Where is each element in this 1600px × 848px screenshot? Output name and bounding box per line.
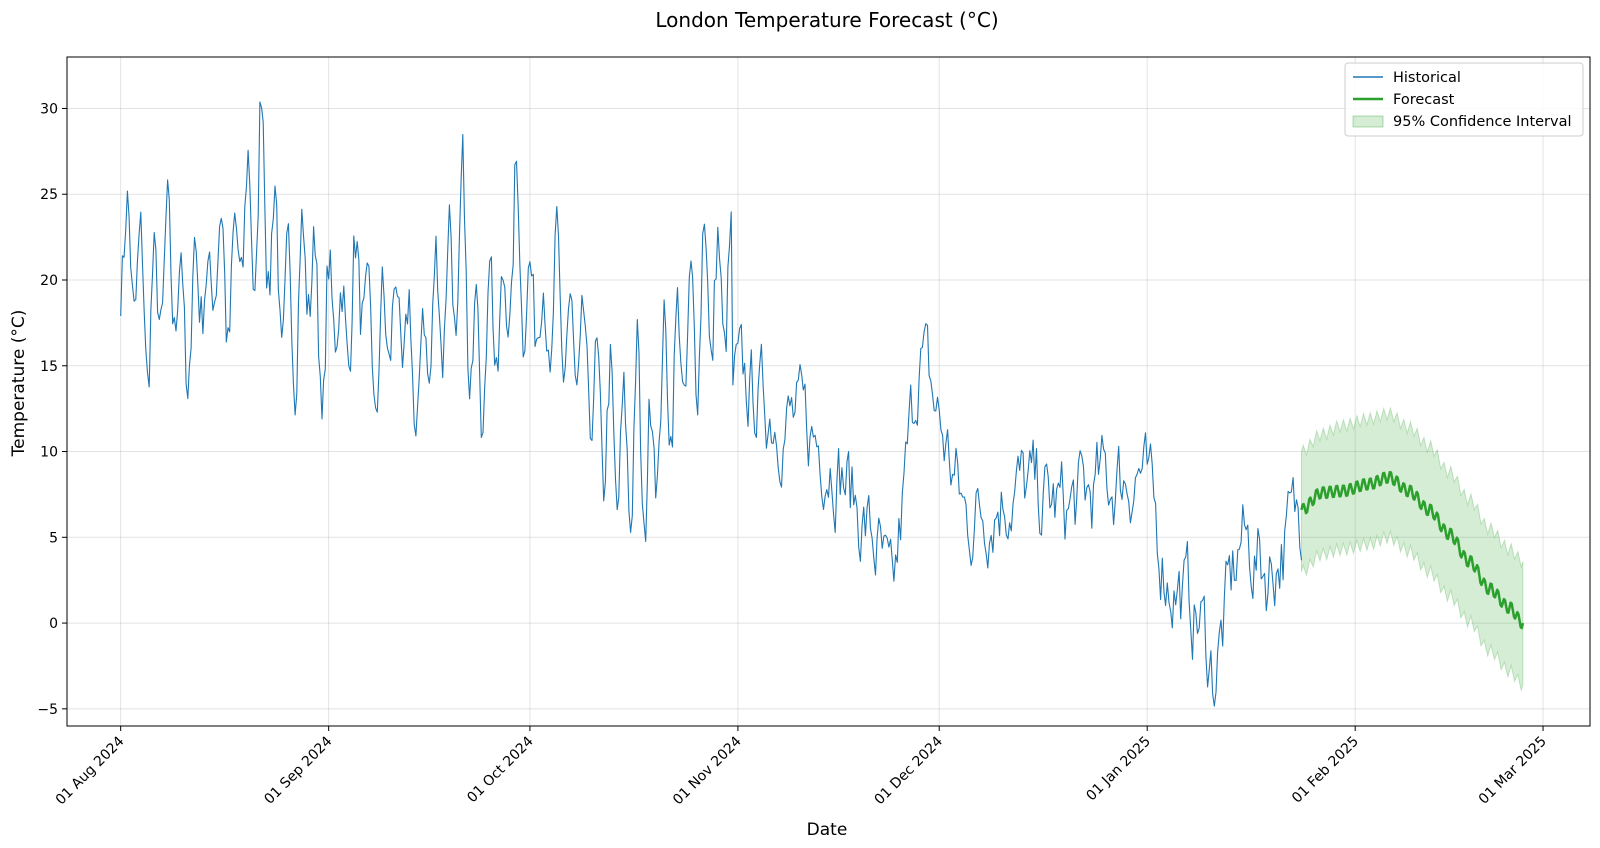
series-confidence-band — [1301, 406, 1524, 693]
legend: Historical Forecast 95% Confidence Interva… — [1344, 62, 1584, 137]
y-tick-label: 5 — [49, 530, 58, 546]
y-tick-label: 15 — [40, 359, 58, 375]
y-tick-label: 30 — [40, 101, 58, 117]
y-tick-label: −5 — [37, 702, 58, 718]
legend-box — [1344, 62, 1584, 137]
legend-label: Forecast — [1393, 92, 1455, 108]
x-axis-title: Date — [807, 820, 848, 840]
series-forecast-line — [1300, 470, 1525, 630]
y-axis-title: Temperature (°C) — [9, 310, 29, 458]
y-tick-label: 20 — [40, 273, 58, 289]
series-historical-line — [120, 101, 1303, 707]
y-tick-label: 25 — [40, 187, 58, 203]
chart-title: London Temperature Forecast (°C) — [655, 8, 998, 32]
y-tick-label: 0 — [49, 616, 58, 632]
plot-frame — [66, 56, 1591, 727]
legend-label: 95% Confidence Interval — [1393, 114, 1572, 130]
y-tick-label: 10 — [40, 445, 58, 461]
legend-label: Historical — [1393, 70, 1461, 86]
legend-swatch-confidence — [1352, 115, 1384, 128]
grid — [67, 57, 1590, 726]
